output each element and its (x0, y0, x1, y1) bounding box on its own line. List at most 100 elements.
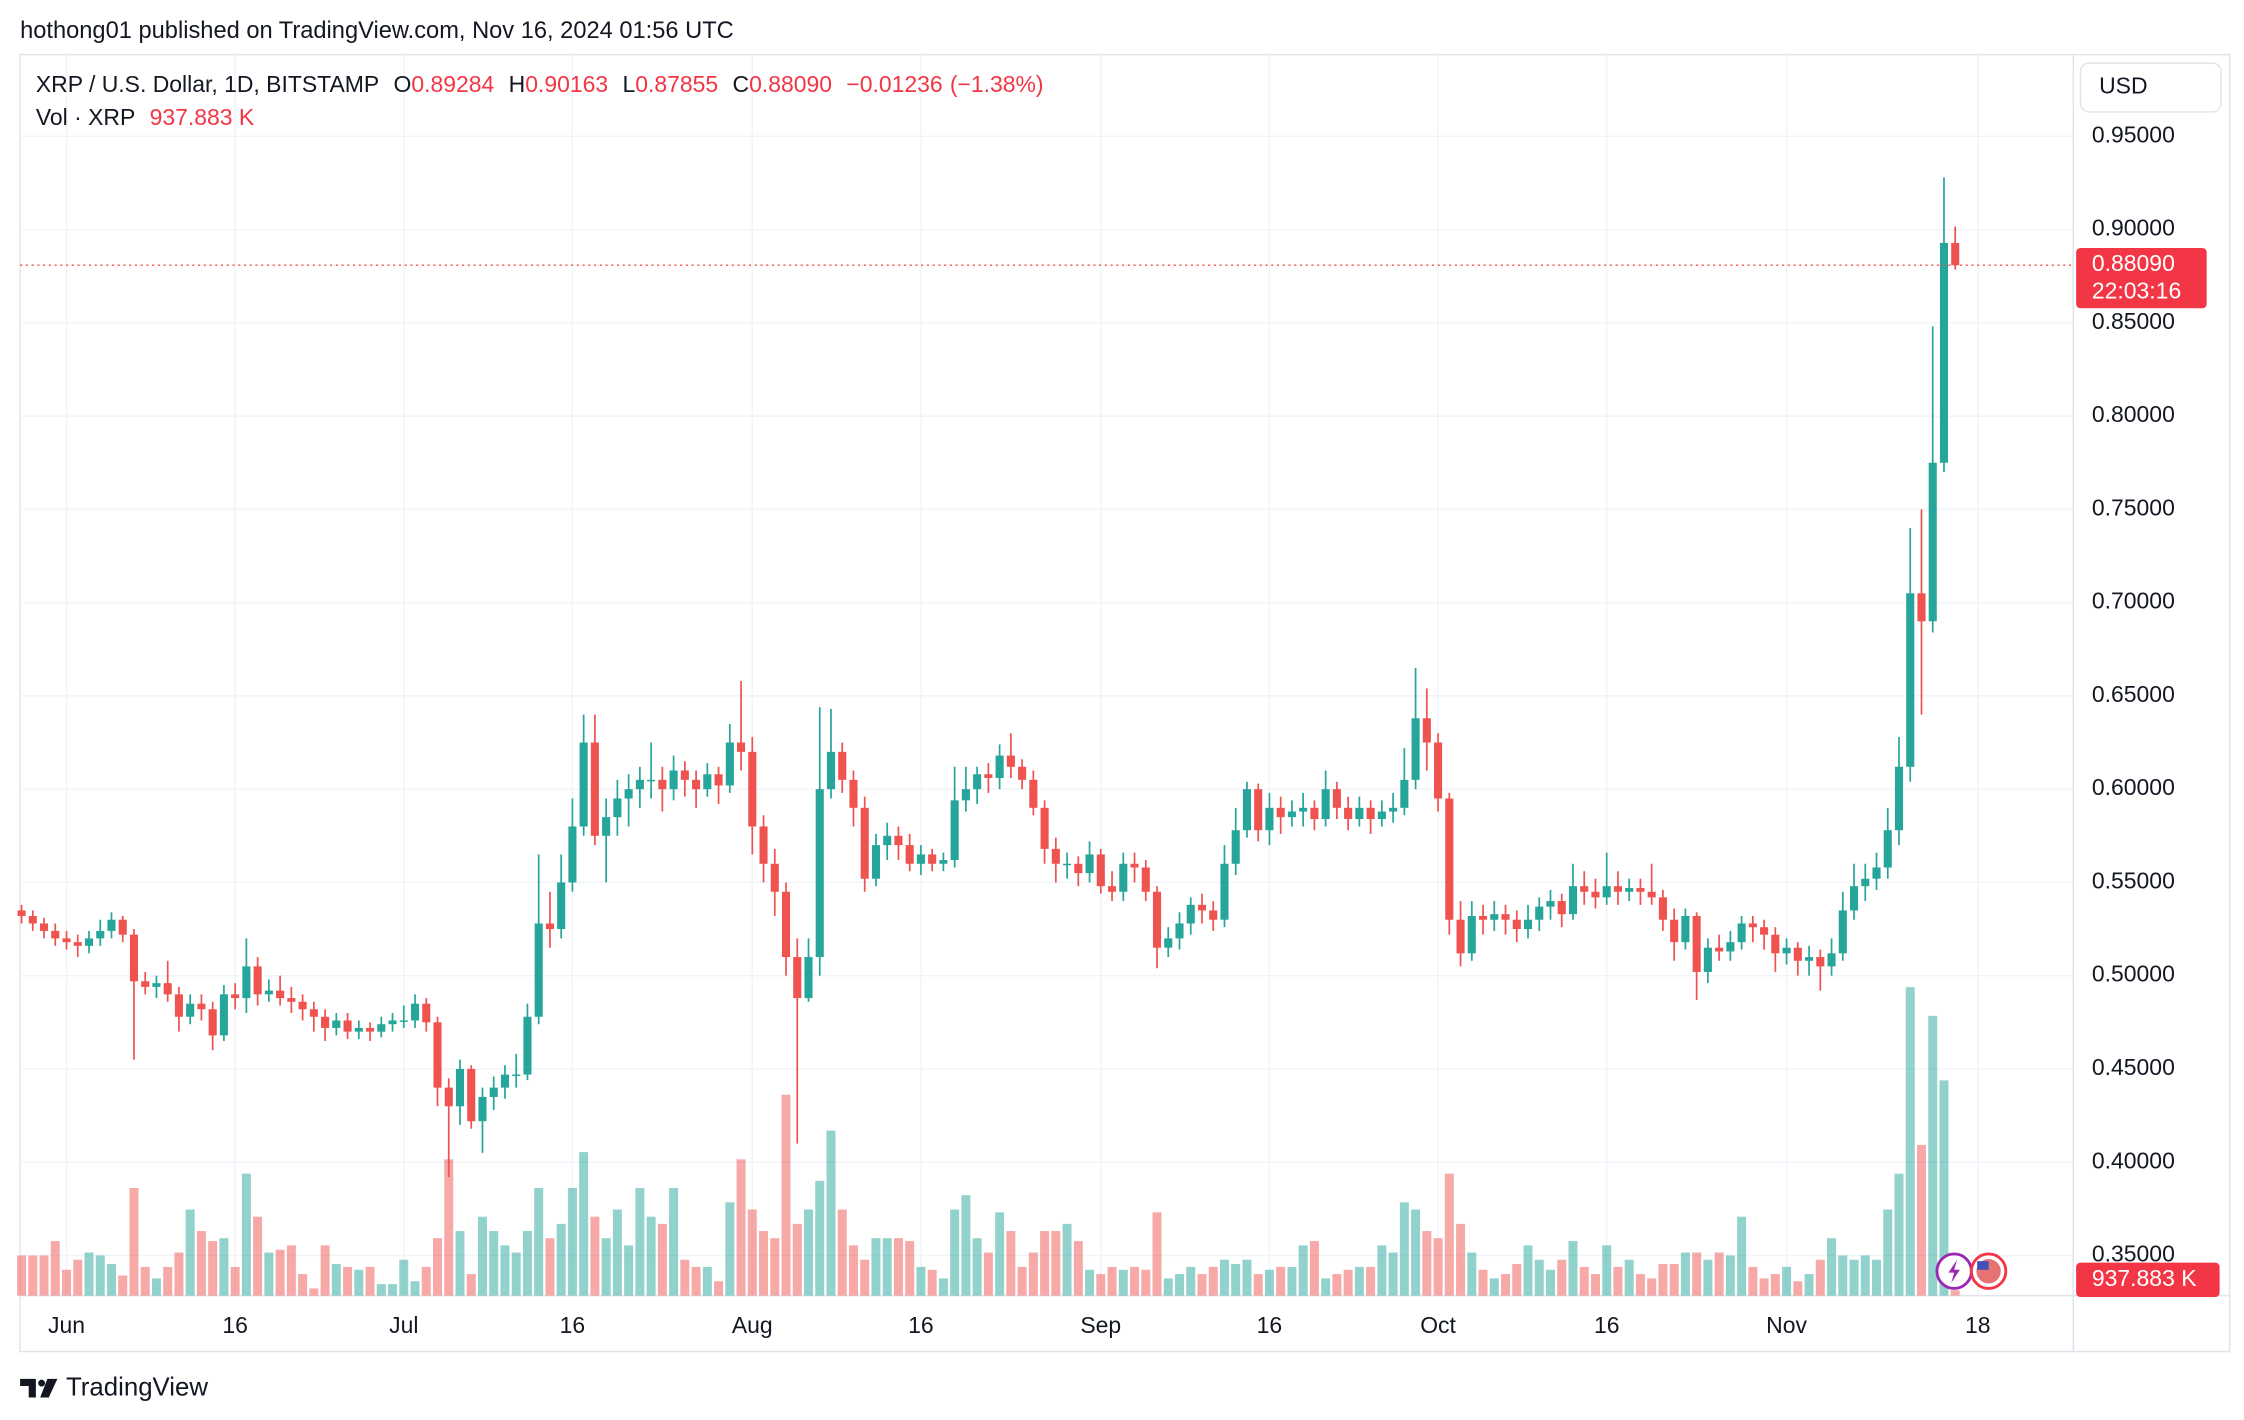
volume-bar (1883, 1209, 1893, 1296)
candle-body (680, 770, 689, 780)
candle-body (1658, 897, 1667, 920)
currency-button[interactable] (2079, 62, 2222, 113)
event-icon (1977, 1261, 1989, 1270)
candle-body (815, 789, 824, 958)
candle-body (1006, 755, 1015, 767)
candle-body (51, 930, 60, 939)
y-tick-label: 0.55000 (2092, 867, 2175, 893)
volume-bar (747, 1209, 757, 1296)
candle-body (276, 990, 285, 999)
candle-body (1119, 863, 1128, 892)
volume-bar (500, 1245, 510, 1296)
candle-body (1501, 914, 1510, 920)
candle-body (725, 742, 734, 786)
candle-body (62, 938, 71, 943)
x-tick-label: 16 (908, 1312, 934, 1338)
volume-bar (916, 1266, 926, 1296)
candle-body (366, 1027, 375, 1032)
candle-body (1951, 242, 1960, 266)
volume-bar (1939, 1080, 1949, 1296)
candle-body (973, 774, 982, 790)
volume-bar (1152, 1212, 1162, 1296)
volume-bar (1141, 1269, 1151, 1296)
change-pct: (−1.38%) (950, 71, 1044, 97)
volume-bar (871, 1238, 881, 1296)
volume-bar (365, 1266, 375, 1296)
volume-bar (1489, 1278, 1499, 1296)
volume-bar (1759, 1278, 1769, 1296)
volume-bar (1782, 1266, 1792, 1296)
candle-body (17, 910, 26, 917)
candle-body (1074, 863, 1083, 874)
volume-bar (950, 1209, 960, 1296)
volume-bar (1590, 1274, 1600, 1296)
volume-bar (129, 1187, 139, 1296)
candle-body (1063, 863, 1072, 866)
candle-body (658, 779, 667, 790)
candle-body (1726, 942, 1735, 952)
volume-bar (1107, 1266, 1117, 1296)
volume-bar (433, 1238, 443, 1296)
candle-body (1872, 867, 1881, 879)
volume-bar (511, 1252, 521, 1296)
candle-body (107, 919, 116, 931)
volume-bar (28, 1255, 38, 1296)
volume-bar (691, 1266, 701, 1296)
candle-body (1018, 766, 1027, 780)
volume-bar (1399, 1202, 1409, 1296)
volume-bar (1444, 1173, 1454, 1296)
volume-bar (1006, 1231, 1016, 1296)
ohlc-key: H (509, 71, 526, 97)
candle-body (1366, 807, 1375, 820)
volume-bar (208, 1241, 218, 1296)
volume-bar (106, 1264, 116, 1296)
candle-body (961, 789, 970, 801)
volume-bar (1692, 1252, 1702, 1296)
candle-body (1928, 462, 1937, 622)
candle-body (84, 938, 94, 946)
volume-bar (264, 1252, 274, 1296)
volume-bar (230, 1266, 240, 1296)
candle-body (523, 1016, 532, 1075)
y-tick-label: 0.45000 (2092, 1054, 2175, 1080)
y-tick-label: 0.75000 (2092, 494, 2175, 520)
volume-bar (253, 1216, 263, 1296)
volume-bar (118, 1275, 128, 1296)
volume-bar (444, 1159, 454, 1296)
volume-bar (1680, 1252, 1690, 1296)
volume-bar (646, 1216, 656, 1296)
candle-body (1849, 886, 1859, 911)
volume-bar (781, 1094, 791, 1296)
volume-bar (410, 1281, 420, 1296)
volume-bar (601, 1238, 611, 1296)
candle-body (1647, 891, 1656, 898)
currency-label[interactable]: USD (2099, 73, 2147, 99)
volume-bar (1433, 1238, 1443, 1296)
candle-body (152, 983, 161, 987)
candle-body (1434, 742, 1443, 799)
volume-bar (1815, 1259, 1825, 1296)
candle-body (860, 807, 869, 879)
volume-bar (759, 1231, 769, 1296)
candle-body (1254, 789, 1263, 831)
candle-body (208, 1009, 217, 1036)
overlay: 0.35000 0.40000 0.45000 0.50000 0.55000 0.600… (20, 121, 2220, 1338)
volume-bar (376, 1284, 386, 1296)
candle-body (590, 742, 599, 836)
volume-name: Vol · XRP (36, 104, 135, 130)
candle-body (1332, 789, 1341, 808)
candle-body (669, 770, 678, 790)
volume-bar (657, 1223, 667, 1296)
y-tick-label: 0.90000 (2092, 215, 2175, 241)
volume-bar (1534, 1259, 1544, 1296)
volume-bar (815, 1180, 825, 1296)
volume-bar (1073, 1241, 1083, 1296)
volume-bar (961, 1195, 971, 1296)
volume-bar (1456, 1223, 1466, 1296)
volume-bar (1422, 1231, 1432, 1296)
candle-body (1456, 919, 1465, 954)
volume-bar (1253, 1274, 1263, 1296)
ohlc-value: 0.87855 (635, 71, 718, 97)
candle-body (1490, 914, 1499, 920)
candle-body (343, 1020, 352, 1032)
